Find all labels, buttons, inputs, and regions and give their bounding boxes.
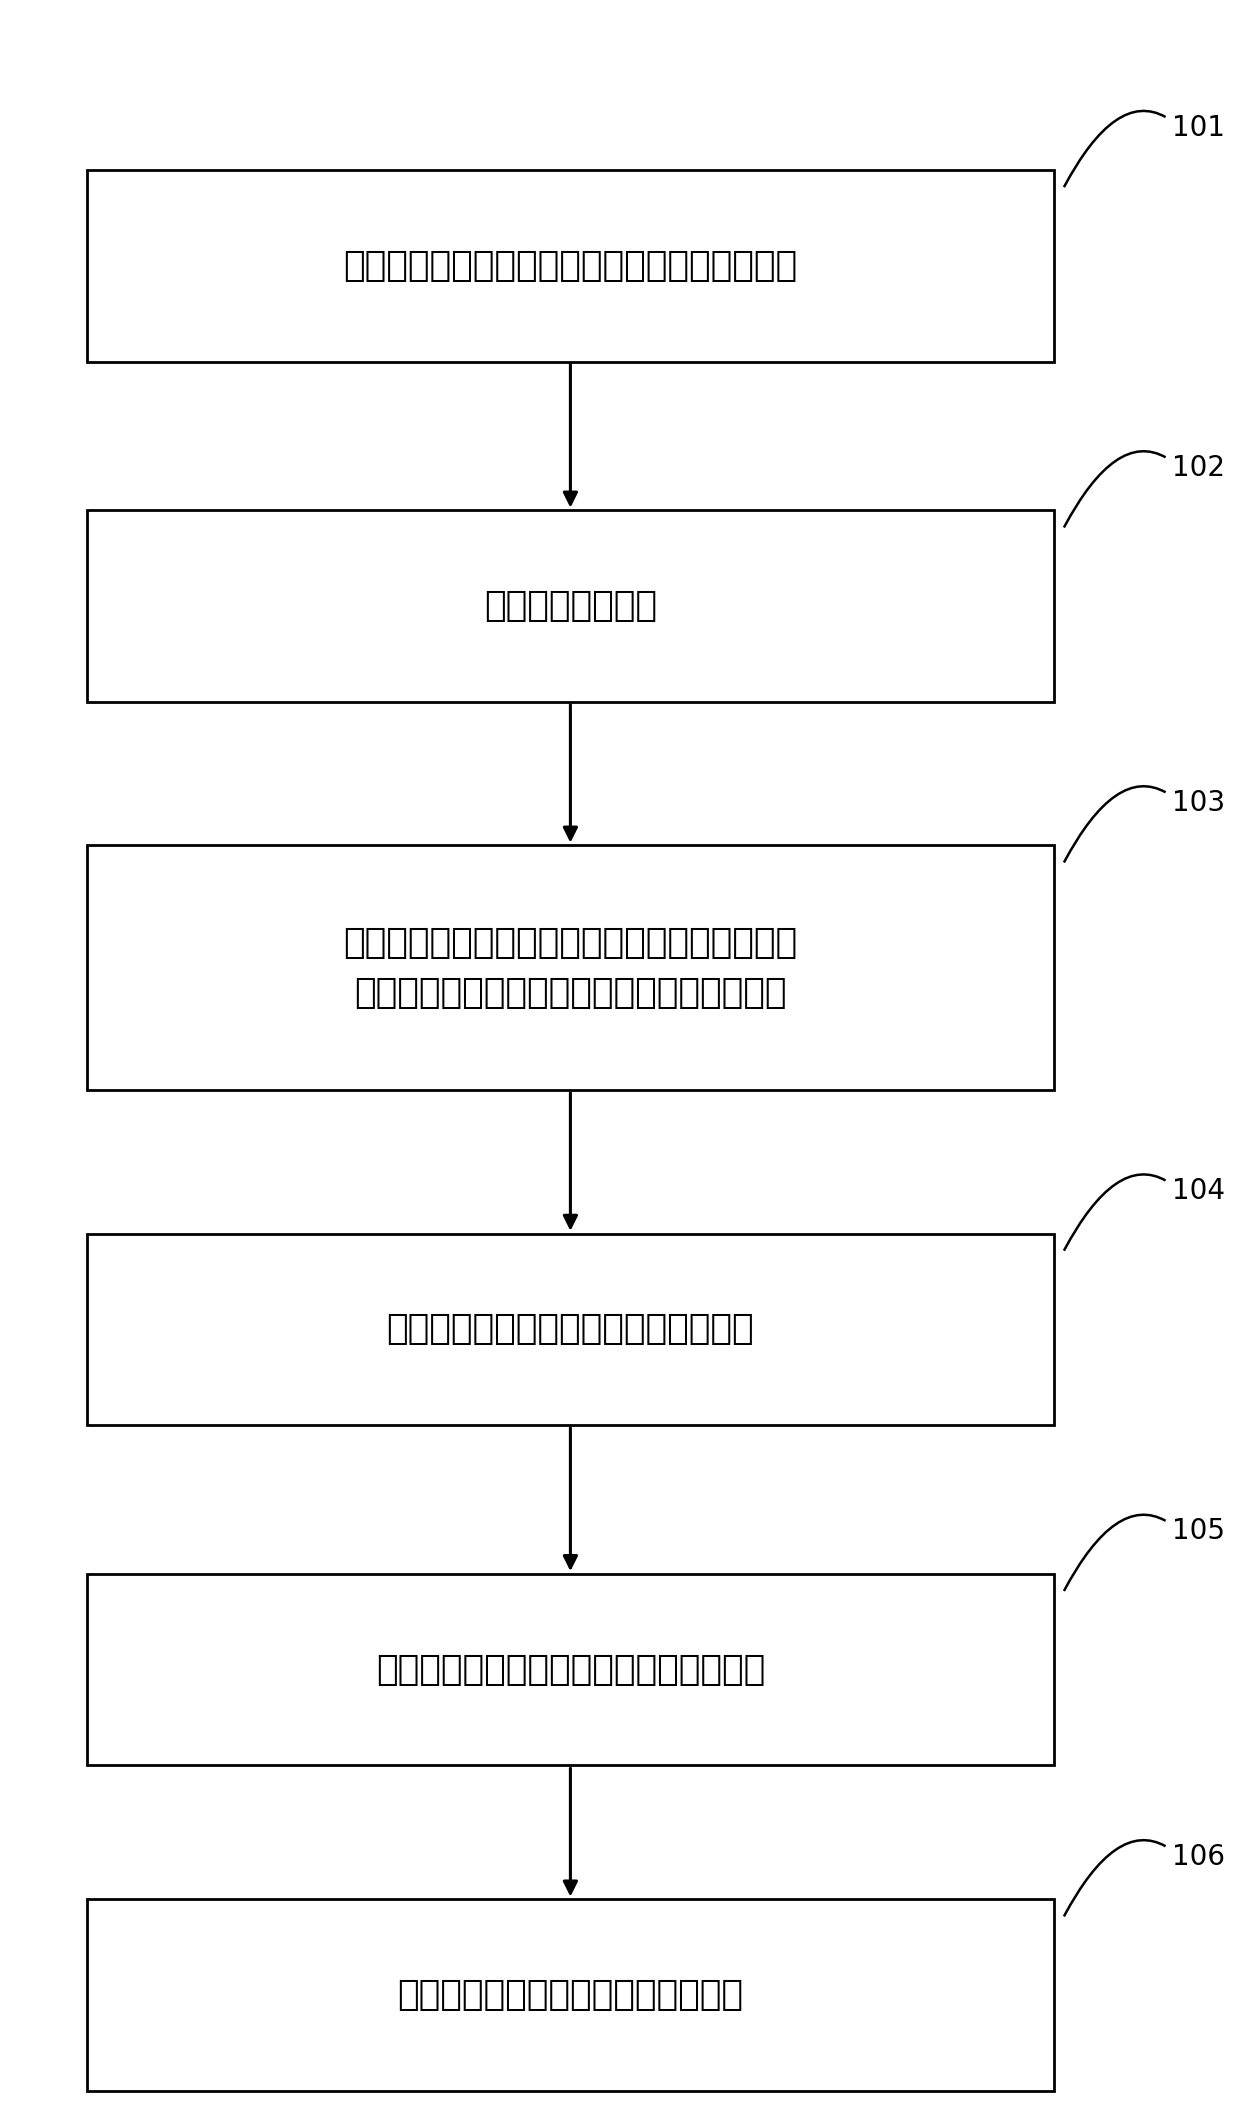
Text: 得到模块化多电平换流阀子模块的总损耗: 得到模块化多电平换流阀子模块的总损耗 (376, 1653, 765, 1687)
Text: 101: 101 (1172, 113, 1225, 143)
Bar (87, 510, 1054, 702)
Text: 计算模块化多电平换流阀的最终损耗: 计算模块化多电平换流阀的最终损耗 (397, 1978, 744, 2012)
Text: 105: 105 (1172, 1517, 1225, 1546)
Bar (87, 1899, 1054, 2091)
Text: 根据功率器件的结温值和功率损耗构造温升函数: 根据功率器件的结温值和功率损耗构造温升函数 (343, 249, 797, 283)
Text: 103: 103 (1172, 789, 1225, 817)
Bar (87, 844, 1054, 1089)
Text: 102: 102 (1172, 453, 1225, 483)
Text: 106: 106 (1172, 1842, 1225, 1872)
Bar (87, 1574, 1054, 1765)
Text: 104: 104 (1172, 1176, 1225, 1206)
Bar (87, 1234, 1054, 1425)
Text: 求出温升函数与真实温升函数的交点，交点对应
的结温值即为功率器件稳定状态时的真实结温: 求出温升函数与真实温升函数的交点，交点对应 的结温值即为功率器件稳定状态时的真实… (343, 925, 797, 1010)
Text: 根据真实结温得到功率器件的真实损耗: 根据真实结温得到功率器件的真实损耗 (387, 1312, 754, 1346)
Text: 构造真实温升函数: 构造真实温升函数 (484, 589, 657, 623)
Bar (87, 170, 1054, 362)
